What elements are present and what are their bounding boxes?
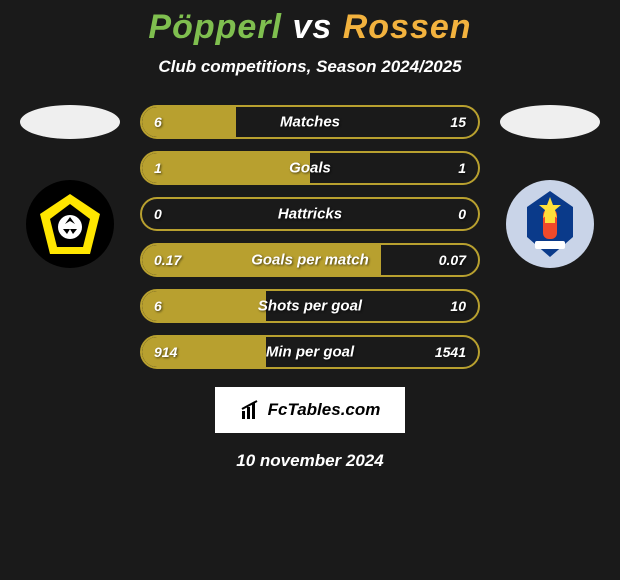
stat-right-value: 10 xyxy=(450,298,466,314)
stat-label: Hattricks xyxy=(278,206,342,223)
left-side xyxy=(10,105,130,269)
title-left: Pöpperl xyxy=(148,8,282,46)
stat-bars: 6Matches151Goals10Hattricks00.17Goals pe… xyxy=(140,105,480,369)
telstar-badge-icon xyxy=(505,179,595,269)
left-face-placeholder xyxy=(20,105,120,139)
stat-bar-4: 6 Shots per goal 10 xyxy=(140,289,480,323)
stat-bar-3: 0.17 Goals per match 0.07 xyxy=(140,243,480,277)
stat-label: Matches xyxy=(280,114,340,131)
stat-bar-fill xyxy=(142,153,310,183)
stat-right-value: 0.07 xyxy=(439,252,466,268)
content-area: 6Matches151Goals10Hattricks00.17Goals pe… xyxy=(0,105,620,369)
right-face-placeholder xyxy=(500,105,600,139)
date-text: 10 november 2024 xyxy=(0,451,620,471)
stat-label: Goals xyxy=(289,160,331,177)
stat-right-value: 15 xyxy=(450,114,466,130)
title-right: Rossen xyxy=(343,8,472,46)
stat-left-value: 1 xyxy=(154,160,162,176)
right-side xyxy=(490,105,610,269)
stat-left-value: 914 xyxy=(154,344,177,360)
stat-label: Min per goal xyxy=(266,344,354,361)
brand-text: FcTables.com xyxy=(268,400,381,420)
stat-bar-5: 914 Min per goal 1541 xyxy=(140,335,480,369)
stat-left-value: 0.17 xyxy=(154,252,181,268)
right-team-badge xyxy=(505,179,595,269)
title-vs: vs xyxy=(292,8,332,46)
stat-left-value: 6 xyxy=(154,298,162,314)
stat-bar-1: 1 Goals 1 xyxy=(140,151,480,185)
comparison-title: Pöpperl vs Rossen xyxy=(0,0,620,47)
stat-right-value: 1541 xyxy=(435,344,466,360)
stat-label: Shots per goal xyxy=(258,298,362,315)
subtitle: Club competitions, Season 2024/2025 xyxy=(0,57,620,77)
stat-bar-2: 0 Hattricks 0 xyxy=(140,197,480,231)
stat-label: Goals per match xyxy=(251,252,369,269)
stat-right-value: 1 xyxy=(458,160,466,176)
left-team-badge xyxy=(25,179,115,269)
stat-left-value: 0 xyxy=(154,206,162,222)
brand-chart-icon xyxy=(240,399,262,421)
vvv-badge-icon xyxy=(25,179,115,269)
brand-badge: FcTables.com xyxy=(215,387,405,433)
stat-bar-0: 6 Matches 15 xyxy=(140,105,480,139)
stat-left-value: 6 xyxy=(154,114,162,130)
stat-right-value: 0 xyxy=(458,206,466,222)
